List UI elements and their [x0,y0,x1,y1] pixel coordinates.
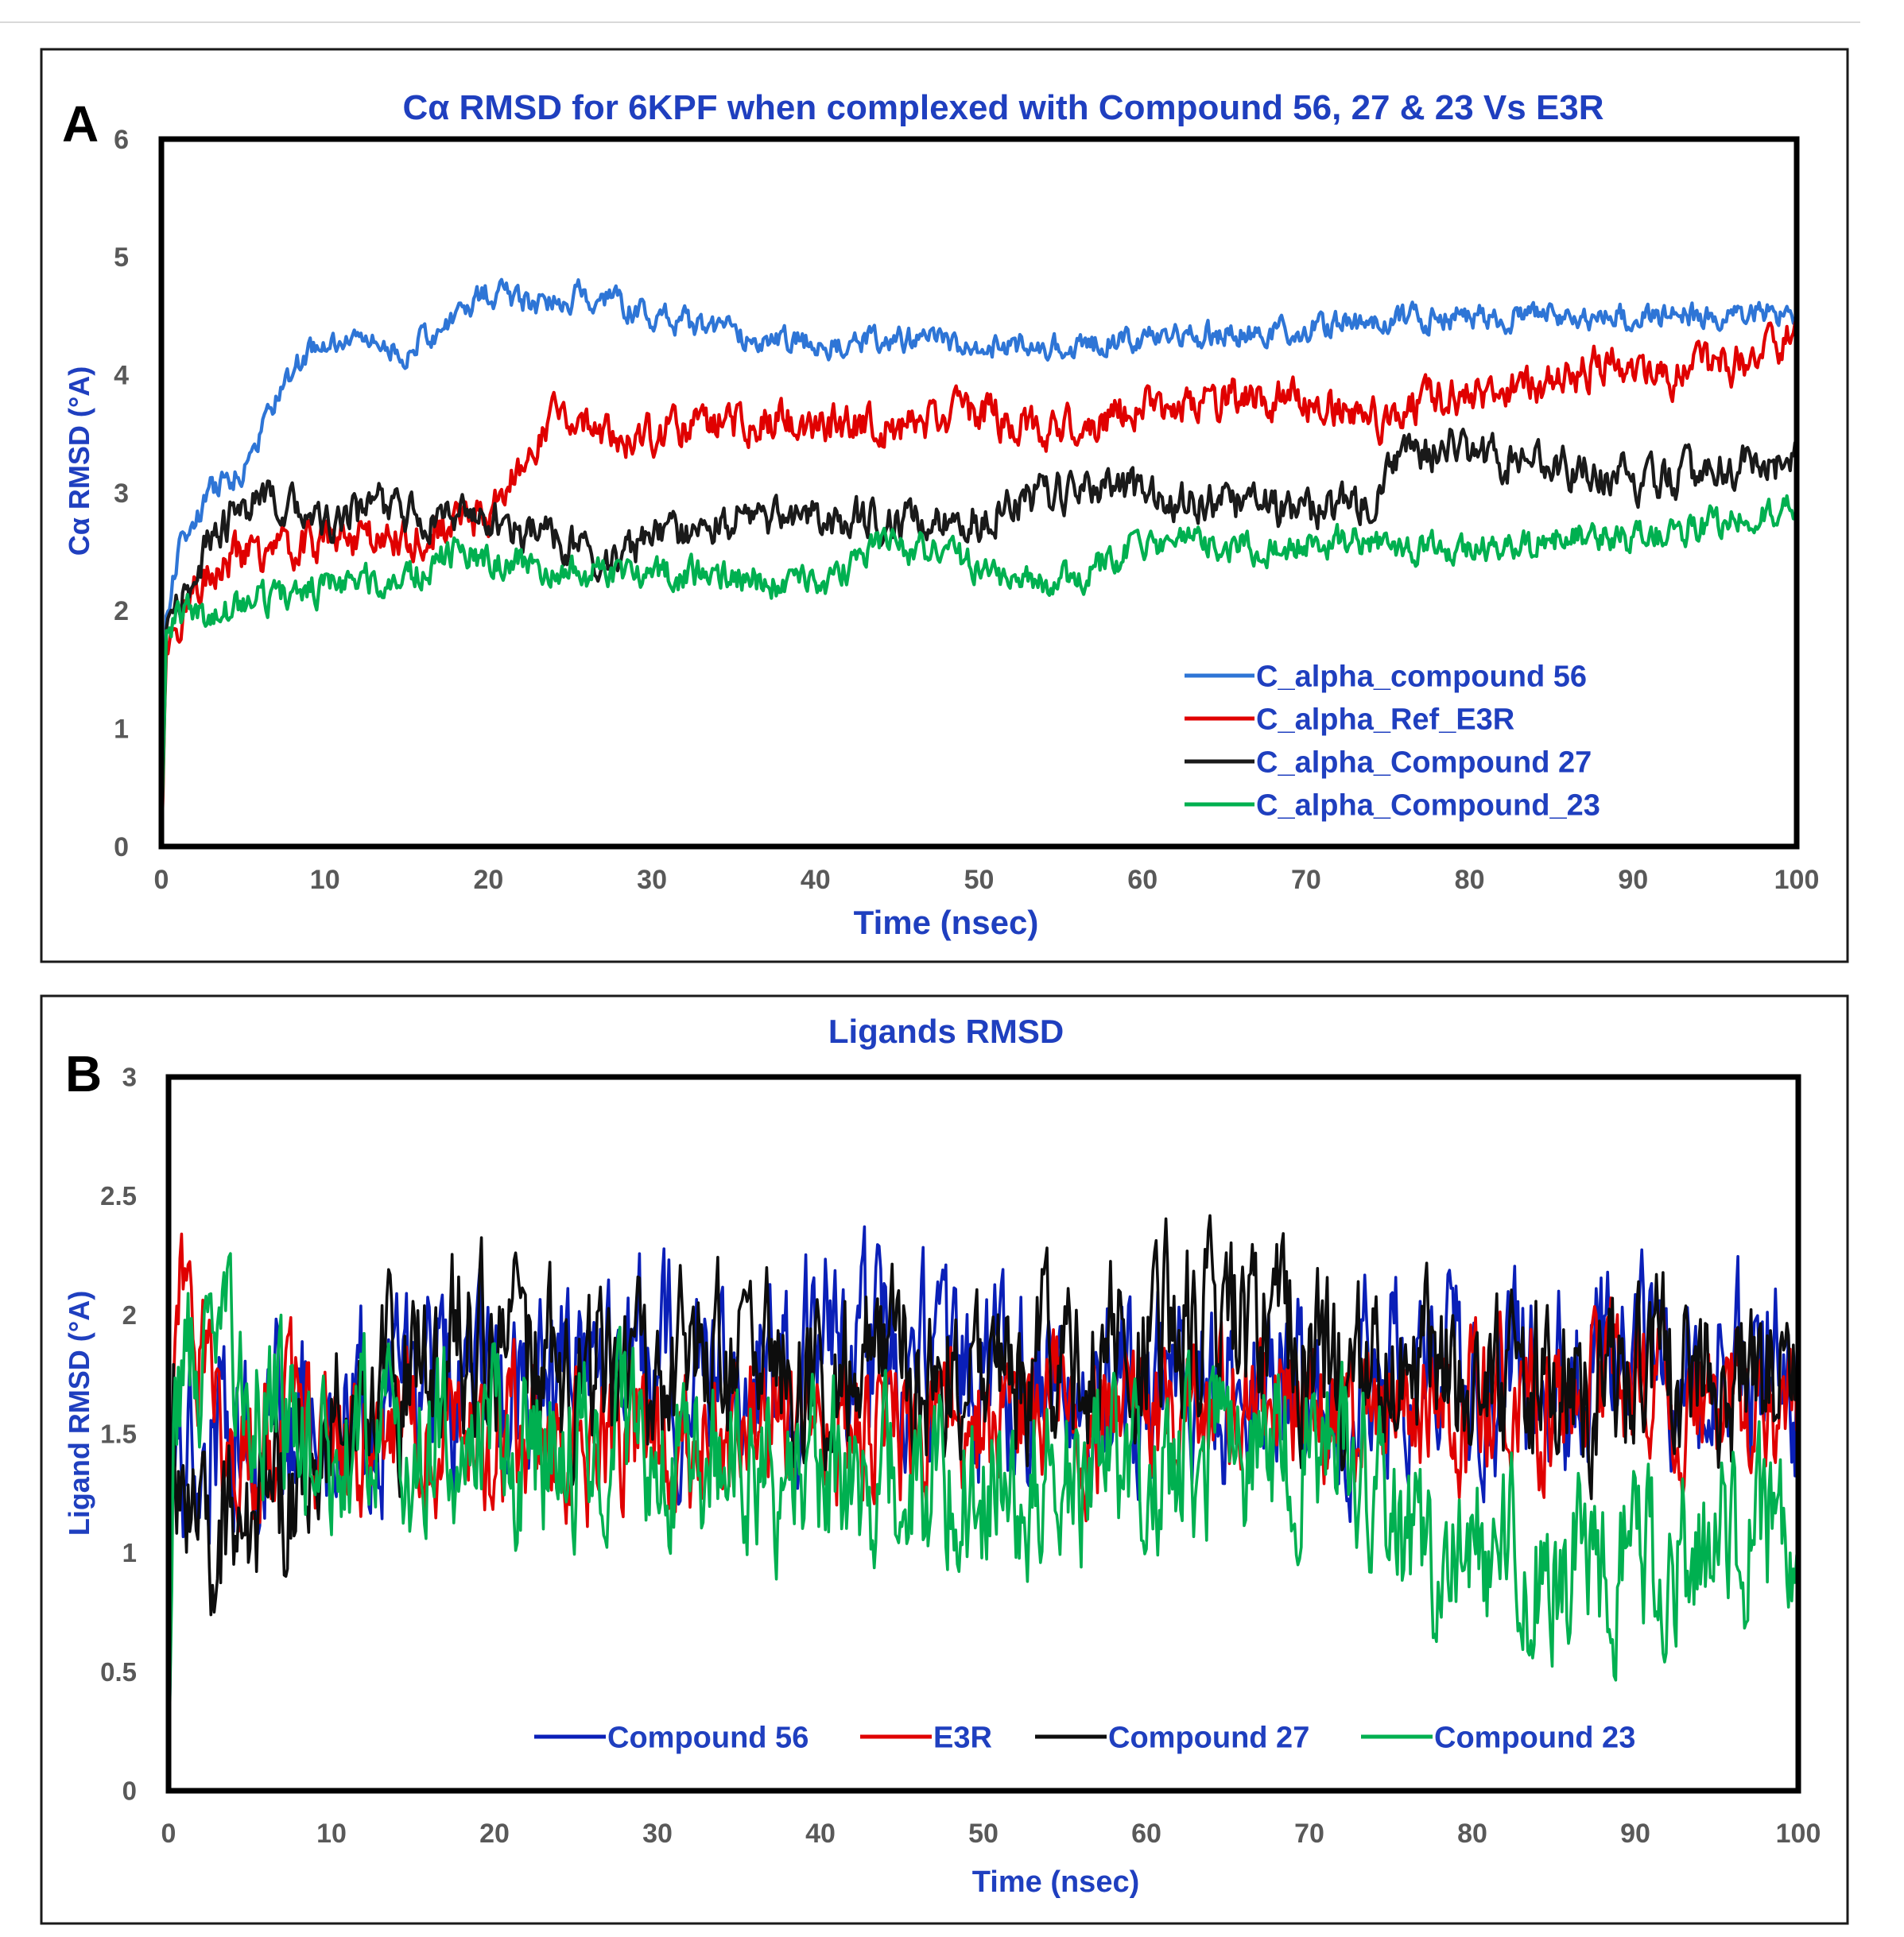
panel-b-y-tick-label: 1.5 [100,1420,137,1449]
panel-b-x-tick-label: 30 [642,1819,673,1849]
panel-a-x-axis-label: Time (nsec) [854,904,1039,941]
series-line-e3r [167,1232,1800,1792]
panel-b-x-tick-label: 20 [479,1819,510,1849]
panel-a-x-tick-label: 60 [1127,865,1158,895]
panel-a-x-tick-label: 70 [1291,865,1321,895]
series-line-c-alpha-compound-56 [159,277,1799,847]
panel-b-chart: B Ligands RMSD 00.511.522.530 10 20 30 40 50 6… [40,994,1849,1925]
legend-label: Compound 23 [1434,1721,1635,1754]
legend-label: C_alpha_Ref_E3R [1256,703,1514,736]
panel-b-x-tick-label: 40 [805,1819,836,1849]
panel-a-x-tick-label: 10 [310,865,340,895]
panel-b-title: Ligands RMSD [828,1013,1064,1050]
legend-label: Compound 56 [607,1721,809,1754]
panel-a-y-tick-label: 4 [114,361,129,391]
panel-b-x-tick-label: 70 [1294,1819,1324,1849]
panel-a-x-tick-label: 100 [1774,865,1820,895]
panel-a-y-tick-label: 2 [114,596,129,626]
panel-a-title: Cα RMSD for 6KPF when complexed with Com… [402,88,1603,127]
legend-label: Compound 27 [1108,1721,1309,1754]
series-line-c-alpha-compound-27 [159,427,1797,847]
panel-a-y-tick-label: 6 [114,125,129,155]
panel-b-plot-border [165,1074,1801,1794]
panel-a-chart: A Cα RMSD for 6KPF when complexed with C… [40,48,1849,963]
panel-a-x-tick-label: 0 [154,865,169,895]
panel-b-letter: B [65,1045,102,1102]
panel-b-x-tick-label: 90 [1620,1819,1650,1849]
panel-b-x-tick-label: 60 [1131,1819,1161,1849]
panel-b-x-tick-label: 50 [968,1819,999,1849]
panel-a-x-tick-label: 80 [1455,865,1485,895]
panel-b-y-tick-label: 2 [122,1300,137,1330]
panel-a-y-axis-label: Cα RMSD (°A) [63,366,95,556]
panel-a-x-tick-label: 90 [1618,865,1648,895]
panel-a-y-tick-label: 5 [114,242,129,273]
panel-a-y-tick-label: 1 [114,715,129,745]
panel-b-x-tick-label: 0 [161,1819,176,1849]
panel-a-x-tick-label: 40 [801,865,831,895]
panel-b-y-tick-label: 1 [122,1538,137,1567]
panel-b-y-axis-label: Ligand RMSD (°A) [63,1291,95,1536]
panel-b-x-tick-label: 100 [1776,1819,1821,1849]
panel-b-x-tick-label: 10 [316,1819,347,1849]
panel-b-y-tick-label: 0 [122,1776,137,1806]
panel-b-y-tick-label: 2.5 [100,1181,137,1211]
legend-label: C_alpha_Compound_23 [1256,788,1600,822]
panel-b-y-tick-label: 0.5 [100,1657,137,1687]
series-line-compound-23 [167,1252,1800,1792]
panel-a-x-tick-label: 30 [637,865,667,895]
panel-a-y-tick-label: 0 [114,832,129,862]
panel-a-plot-border [158,136,1800,850]
series-line-c-alpha-ref-e3r [159,316,1799,847]
series-line-compound-56 [167,1225,1800,1792]
panel-a-y-tick-label: 3 [114,478,129,509]
legend-label: E3R [933,1721,992,1754]
panel-a-x-tick-label: 50 [964,865,995,895]
legend-label: C_alpha_compound 56 [1256,660,1587,693]
panel-b-y-tick-label: 3 [122,1063,137,1092]
panel-a-frame [40,48,1849,963]
panel-a-x-tick-label: 20 [473,865,503,895]
series-line-c-alpha-compound-23 [159,494,1799,847]
panel-b-x-axis-label: Time (nsec) [972,1865,1139,1899]
panel-a-letter: A [62,95,99,153]
panel-b-x-tick-label: 80 [1457,1819,1487,1849]
panel-b-frame [40,994,1849,1925]
legend-label: C_alpha_Compound 27 [1256,746,1592,779]
